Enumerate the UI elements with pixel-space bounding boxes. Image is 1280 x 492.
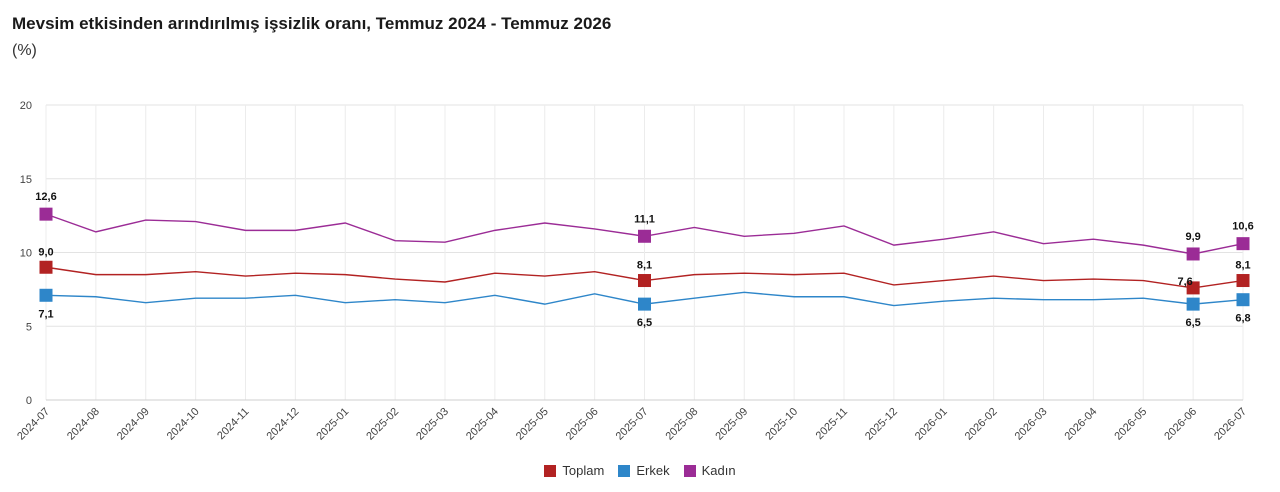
data-point-toplam [1186, 281, 1200, 295]
x-tick-label: 2026-01 [913, 406, 950, 443]
x-tick-label: 2024-07 [15, 406, 52, 443]
x-tick-label: 2024-09 [115, 406, 152, 443]
y-tick-label: 10 [20, 248, 32, 260]
x-tick-label: 2024-11 [215, 406, 251, 442]
data-point-kadin [1186, 247, 1200, 261]
legend-item-erkek[interactable]: Erkek [618, 463, 670, 478]
data-label-toplam: 8,1 [1235, 260, 1250, 272]
chart-title: Mevsim etkisinden arındırılmış işsizlik … [12, 14, 612, 33]
data-label-erkek: 6,5 [637, 317, 652, 329]
data-point-erkek [638, 297, 651, 311]
data-label-kadin: 11,1 [634, 213, 655, 225]
legend: Toplam Erkek Kadın [0, 463, 1280, 478]
legend-item-kadin[interactable]: Kadın [683, 463, 736, 478]
legend-swatch-kadin [683, 464, 696, 477]
x-tick-label: 2025-05 [514, 406, 551, 443]
data-point-erkek [39, 288, 53, 302]
x-tick-label: 2026-03 [1013, 406, 1050, 443]
x-tick-label: 2026-05 [1112, 406, 1149, 443]
x-tick-label: 2025-08 [663, 406, 700, 443]
x-tick-label: 2025-12 [863, 406, 900, 443]
legend-label-erkek: Erkek [636, 463, 670, 478]
legend-label-toplam: Toplam [562, 463, 605, 478]
x-tick-label: 2024-10 [165, 406, 202, 443]
x-tick-label: 2024-08 [65, 406, 102, 443]
data-point-kadin [638, 229, 651, 243]
data-label-kadin: 12,6 [35, 191, 56, 203]
x-tick-label: 2026-04 [1062, 406, 1099, 443]
x-tick-label: 2026-02 [963, 406, 1000, 443]
x-tick-label: 2025-10 [763, 406, 800, 443]
legend-label-kadin: Kadın [701, 463, 736, 478]
legend-swatch-toplam [544, 464, 557, 477]
data-point-toplam [1236, 274, 1250, 288]
data-label-kadin: 10,6 [1232, 221, 1253, 233]
data-point-erkek [1186, 297, 1200, 311]
y-tick-label: 15 [20, 174, 32, 186]
data-label-erkek: 7,1 [38, 308, 53, 320]
x-tick-label: 2026-06 [1162, 406, 1199, 443]
data-point-erkek [1236, 293, 1250, 307]
line-chart: 0 5 10 15 20 2024-07 2024-08 2024-09 2024-10 2024… [15, 100, 1254, 443]
data-label-toplam: 9,0 [38, 246, 53, 258]
x-tick-label: 2024-12 [264, 406, 301, 443]
chart-unit: (%) [12, 42, 37, 59]
data-point-toplam [638, 274, 651, 288]
data-label-erkek: 6,5 [1185, 317, 1200, 329]
x-tick-label: 2025-03 [414, 406, 451, 443]
data-label-toplam: 8,1 [637, 260, 652, 272]
x-tick-label: 2025-01 [314, 406, 351, 443]
x-tick-label: 2025-06 [564, 406, 601, 443]
data-label-erkek: 6,8 [1235, 313, 1250, 325]
data-point-kadin [1236, 237, 1250, 251]
x-tick-label: 2025-04 [464, 406, 501, 443]
x-tick-label: 2025-02 [364, 406, 401, 443]
legend-swatch-erkek [618, 464, 631, 477]
legend-item-toplam[interactable]: Toplam [544, 463, 604, 478]
data-label-toplam: 7,6 [1177, 276, 1192, 288]
x-tick-label: 2025-09 [713, 406, 750, 443]
data-label-kadin: 9,9 [1185, 231, 1200, 243]
x-tick-label: 2026-07 [1212, 406, 1249, 443]
x-tick-label: 2025-11 [814, 406, 850, 442]
data-point-kadin [39, 207, 53, 221]
x-tick-label: 2025-07 [614, 406, 651, 443]
y-tick-label: 0 [26, 395, 32, 407]
y-tick-label: 20 [20, 100, 32, 112]
data-point-toplam [39, 260, 53, 274]
y-tick-label: 5 [26, 321, 32, 333]
